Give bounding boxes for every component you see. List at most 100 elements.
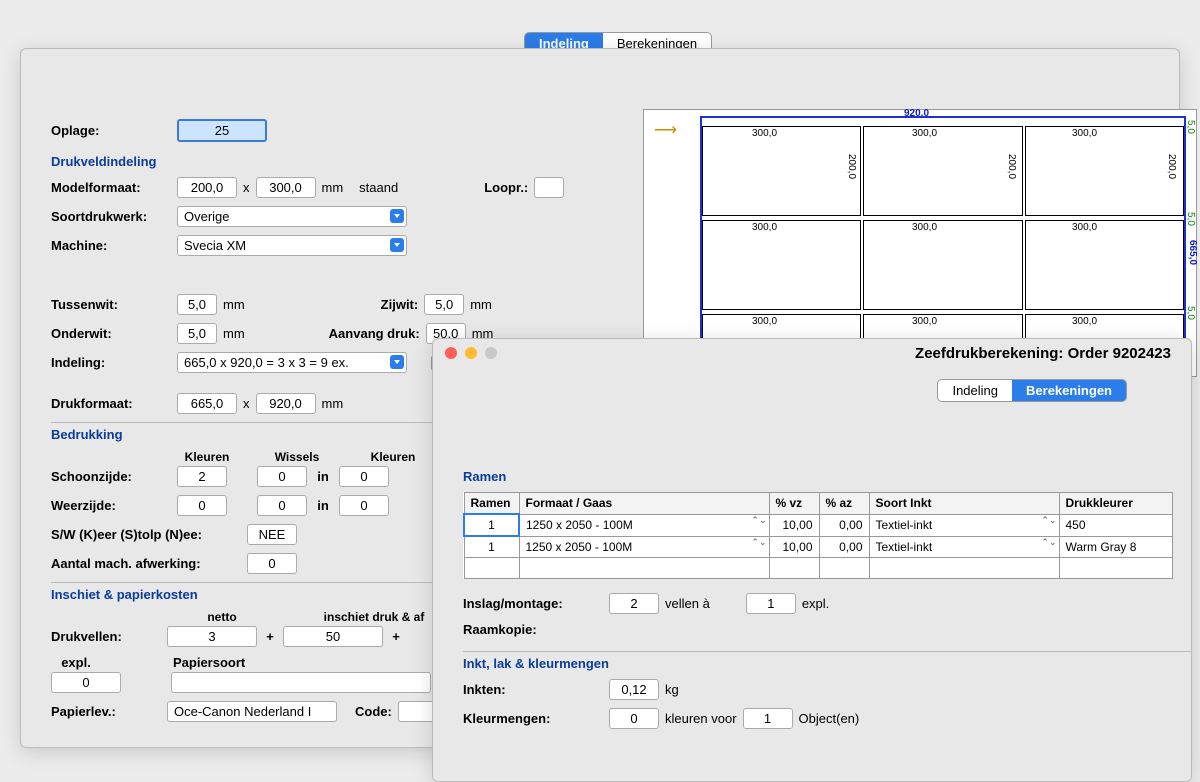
inslag-label: Inslag/montage: (463, 596, 603, 611)
col-wissels: Wissels (267, 450, 327, 464)
dim-w-1: 300,0 (752, 128, 777, 139)
plus-2: + (389, 629, 403, 644)
col-drukkleur: Drukkleurer (1059, 493, 1173, 515)
inslag-expl-input[interactable] (746, 593, 796, 614)
cell-soort-0[interactable]: Textiel-inkt (869, 514, 1059, 536)
traffic-lights (445, 347, 497, 359)
dim-h-2: 200,0 (1006, 154, 1017, 179)
col-ramen: Ramen (464, 493, 519, 515)
netto-hdr: netto (177, 610, 267, 624)
inkten-input[interactable] (609, 679, 659, 700)
kleurmengen-input[interactable] (609, 708, 659, 729)
col-kleuren-2: Kleuren (363, 450, 423, 464)
inschiet-input[interactable] (283, 626, 383, 647)
zijwit-input[interactable] (424, 294, 464, 315)
drukvellen-label: Drukvellen: (51, 629, 161, 644)
cell-formaat-1[interactable]: 1250 x 2050 - 100M (519, 536, 769, 558)
dim-w-7: 300,0 (752, 316, 777, 327)
oplage-label: Oplage: (51, 123, 171, 138)
table-row-empty (464, 558, 1173, 579)
weerzijde-label: Weerzijde: (51, 498, 171, 513)
oplage-input[interactable] (177, 119, 267, 142)
onderwit-input[interactable] (177, 323, 217, 344)
unit-mm-3: mm (470, 297, 492, 312)
col-kleuren-1: Kleuren (177, 450, 237, 464)
cell-az-0[interactable]: 0,00 (819, 514, 869, 536)
papierlev-label: Papierlev.: (51, 704, 161, 719)
papiersoort-input[interactable] (171, 672, 431, 693)
model-h-input[interactable] (256, 177, 316, 198)
raamkopie-label: Raamkopie: (463, 622, 603, 637)
close-icon[interactable] (445, 347, 457, 359)
weer-kleuren-input[interactable] (177, 495, 227, 516)
indeling-select[interactable]: 665,0 x 920,0 = 3 x 3 = 9 ex. (177, 352, 407, 373)
aantal-label: Aantal mach. afwerking: (51, 556, 241, 571)
tussenwit-input[interactable] (177, 294, 217, 315)
win2-tab-indeling[interactable]: Indeling (938, 380, 1012, 401)
expl-unit-label: expl. (802, 596, 829, 611)
unit-mm-4: mm (223, 326, 245, 341)
table-row[interactable]: 1 1250 x 2050 - 100M 10,00 0,00 Textiel-… (464, 536, 1173, 558)
sw-label: S/W (K)eer (S)tolp (N)ee: (51, 527, 241, 542)
loopr-input[interactable] (534, 177, 564, 198)
inslag-vellen-input[interactable] (609, 593, 659, 614)
druk-w-input[interactable] (177, 393, 237, 414)
aantal-input[interactable] (247, 553, 297, 574)
maximize-icon[interactable] (485, 347, 497, 359)
machine-select[interactable]: Svecia XM (177, 235, 407, 256)
unit-mm-2: mm (223, 297, 245, 312)
win2-tab-berekeningen[interactable]: Berekeningen (1012, 380, 1126, 401)
dim-w-8: 300,0 (912, 316, 937, 327)
cell-drukkleur-1[interactable]: Warm Gray 8 (1059, 536, 1173, 558)
dim-w-6: 300,0 (1072, 222, 1097, 233)
unit-mm-1: mm (322, 180, 344, 195)
weer-in-kleuren-input[interactable] (339, 495, 389, 516)
dim-gap-1: 5,0 (1185, 120, 1196, 134)
soortdrukwerk-label: Soortdrukwerk: (51, 209, 171, 224)
indeling-label: Indeling: (51, 355, 171, 370)
kleuren-voor-label: kleuren voor (665, 711, 737, 726)
arrow-icon: ⟶ (654, 120, 677, 140)
table-row[interactable]: 1 1250 x 2050 - 100M 10,00 0,00 Textiel-… (464, 514, 1173, 536)
col-vz: % vz (769, 493, 819, 515)
modelformaat-label: Modelformaat: (51, 180, 171, 195)
cell-vz-1[interactable]: 10,00 (769, 536, 819, 558)
unit-mm-6: mm (322, 396, 344, 411)
expl-input[interactable] (51, 672, 121, 693)
tussenwit-label: Tussenwit: (51, 297, 171, 312)
model-w-input[interactable] (177, 177, 237, 198)
schoon-kleuren-input[interactable] (177, 466, 227, 487)
cell-formaat-0[interactable]: 1250 x 2050 - 100M (519, 514, 769, 536)
obj-input[interactable] (743, 708, 793, 729)
cell-ramen-0[interactable]: 1 (464, 514, 519, 536)
drukformaat-label: Drukformaat: (51, 396, 171, 411)
inschiet-hdr: inschiet druk & af (299, 610, 449, 624)
papierlev-input[interactable] (167, 701, 337, 722)
cell-az-1[interactable]: 0,00 (819, 536, 869, 558)
cell-soort-1[interactable]: Textiel-inkt (869, 536, 1059, 558)
in-1: in (313, 469, 333, 484)
schoon-wissels-input[interactable] (257, 466, 307, 487)
schoonzijde-label: Schoonzijde: (51, 469, 171, 484)
window-title: Zeefdrukberekening: Order 9202423 (915, 345, 1171, 362)
dim-w-4: 300,0 (752, 222, 777, 233)
window-berekeningen: Zeefdrukberekening: Order 9202423 Indeli… (432, 338, 1192, 782)
loopr-label: Loopr.: (484, 180, 528, 195)
dim-gap-3: 5,0 (1185, 306, 1196, 320)
minimize-icon[interactable] (465, 347, 477, 359)
sw-input[interactable] (247, 524, 297, 545)
schoon-in-kleuren-input[interactable] (339, 466, 389, 487)
col-formaat: Formaat / Gaas (519, 493, 769, 515)
plus-1: + (263, 629, 277, 644)
druk-h-input[interactable] (256, 393, 316, 414)
times-label: x (243, 180, 250, 195)
netto-input[interactable] (167, 626, 257, 647)
cell-vz-0[interactable]: 10,00 (769, 514, 819, 536)
dim-h-1: 200,0 (846, 154, 857, 179)
soortdrukwerk-select[interactable]: Overige (177, 206, 407, 227)
cell-drukkleur-0[interactable]: 450 (1059, 514, 1173, 536)
orient-label: staand (359, 180, 398, 195)
cell-ramen-1[interactable]: 1 (464, 536, 519, 558)
dim-gap-2: 5,0 (1185, 212, 1196, 226)
weer-wissels-input[interactable] (257, 495, 307, 516)
